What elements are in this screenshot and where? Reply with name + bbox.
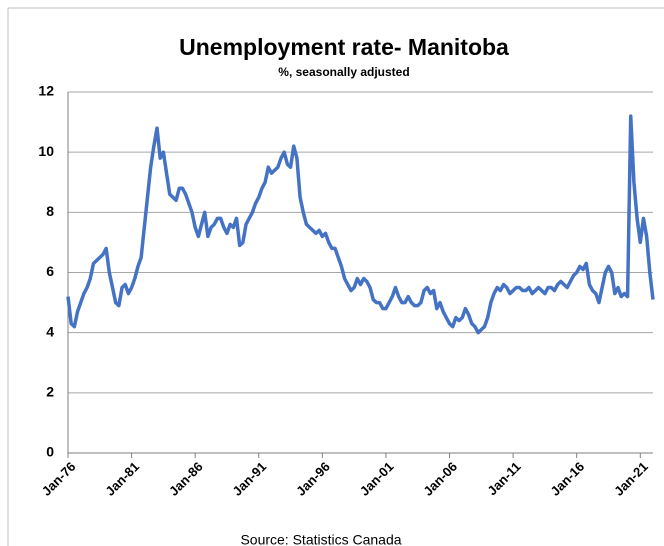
y-tick-label: 10: [38, 143, 54, 159]
source-note: Source: Statistics Canada: [240, 532, 401, 546]
y-tick-label: 12: [38, 83, 54, 99]
y-tick-label: 8: [46, 203, 54, 219]
chart-subtitle: %, seasonally adjusted: [278, 65, 409, 79]
y-tick-label: 2: [46, 384, 54, 400]
chart-title: Unemployment rate- Manitoba: [179, 34, 509, 60]
x-tick-label: Jan-11: [484, 459, 523, 498]
x-tick-label: Jan-21: [611, 459, 651, 499]
y-tick-label: 0: [46, 444, 54, 460]
x-tick-label: Jan-81: [102, 459, 142, 499]
x-tick-label: Jan-16: [548, 459, 588, 499]
x-tick-label: Jan-86: [166, 459, 206, 499]
x-tick-label: Jan-01: [357, 459, 397, 499]
x-tick-label: Jan-76: [39, 459, 79, 499]
x-tick-label: Jan-96: [293, 459, 333, 499]
x-tick-label: Jan-06: [420, 459, 460, 499]
y-tick-label: 6: [46, 263, 54, 279]
data-line: [66, 114, 655, 335]
y-tick-label: 4: [46, 323, 54, 339]
x-tick-label: Jan-91: [230, 459, 270, 499]
